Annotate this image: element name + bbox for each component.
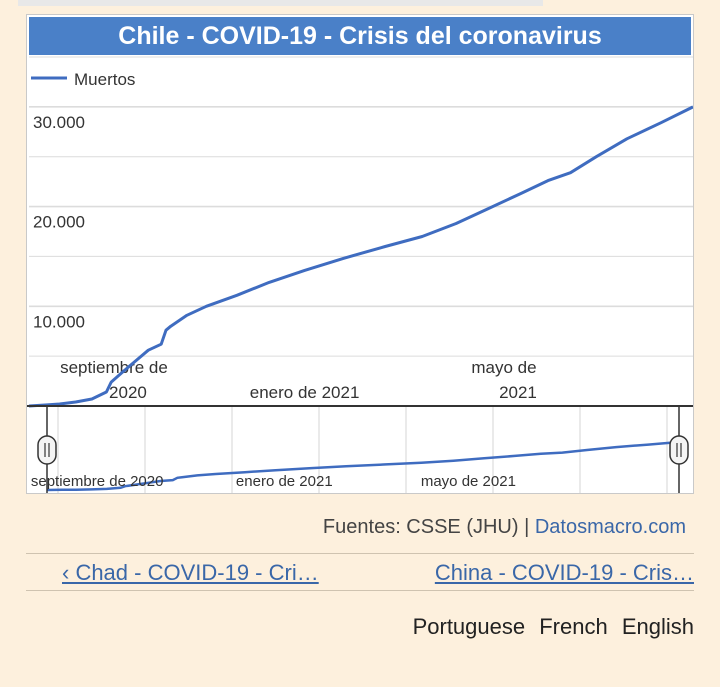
navigator-right-handle[interactable] (669, 435, 689, 465)
datosmacro-link[interactable]: Datosmacro.com (534, 516, 686, 538)
navigator-label: mayo de 2021 (421, 473, 516, 490)
sources-text: Fuentes: CSSE (JHU) | (322, 516, 535, 538)
prev-country-link[interactable]: ‹ Chad - COVID-19 - Cri… (62, 560, 319, 585)
language-english[interactable]: English (621, 614, 694, 639)
top-strip (18, 0, 543, 6)
x-tick-label: 2021 (499, 383, 537, 402)
x-tick-label: mayo de (471, 358, 536, 377)
x-tick-label: 2020 (109, 383, 147, 402)
y-tick-label: 30.000 (33, 113, 85, 132)
language-portuguese[interactable]: Portuguese (412, 614, 526, 639)
legend-label: Muertos (74, 70, 135, 89)
navigator-series-line (46, 440, 680, 492)
x-tick-label: enero de 2021 (250, 383, 360, 402)
navigator-left-handle[interactable] (37, 435, 57, 465)
sources-line: Fuentes: CSSE (JHU) | Datosmacro.com (323, 516, 686, 539)
y-tick-label: 20.000 (33, 213, 85, 232)
series-line-muertos (28, 105, 693, 408)
next-country-link[interactable]: China - COVID-19 - Cris… (434, 560, 694, 585)
chart-plot[interactable]: 10.000 20.000 30.000 septiembre de 2020 enero… (27, 15, 693, 493)
navigator-label: enero de 2021 (236, 473, 333, 490)
prev-next-nav: ‹ Chad - COVID-19 - Cri… China - COVID-1… (26, 553, 694, 591)
language-french[interactable]: French (539, 614, 608, 639)
x-tick-label: septiembre de (60, 358, 168, 377)
y-tick-label: 10.000 (33, 312, 85, 331)
chart-container: Chile - COVID-19 - Crisis del coronaviru… (26, 14, 694, 494)
chart-title: Chile - COVID-19 - Crisis del coronaviru… (29, 17, 691, 55)
language-links: Portuguese French English (405, 614, 694, 640)
navigator-label: septiembre de 2020 (31, 473, 164, 490)
